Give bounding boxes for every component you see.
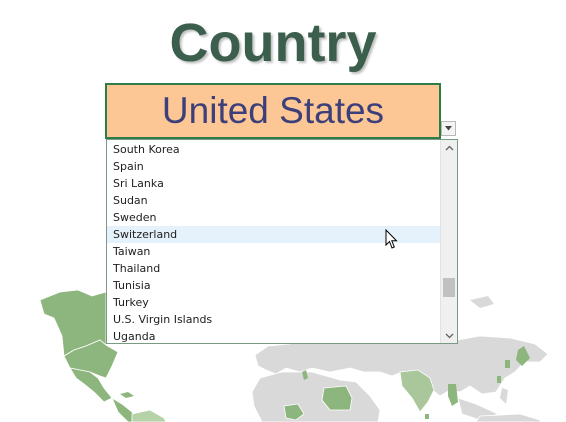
- scroll-down-button[interactable]: [441, 328, 457, 343]
- map-region-central-america: [111, 397, 139, 422]
- chevron-down-icon: [445, 333, 453, 338]
- scrollbar-thumb[interactable]: [443, 278, 455, 298]
- dropdown-option[interactable]: Turkey: [113, 296, 149, 309]
- dropdown-option[interactable]: Taiwan: [113, 245, 151, 258]
- option-list: South Korea Spain Sri Lanka Sudan Sweden Swit…: [107, 141, 441, 343]
- dropdown-option[interactable]: Spain: [113, 160, 144, 173]
- chevron-down-icon: [445, 126, 452, 131]
- map-americas: [39, 289, 167, 422]
- arrow-cursor-icon: [385, 229, 398, 249]
- dropdown-option[interactable]: Sri Lanka: [113, 177, 164, 190]
- map-region-sudan: [321, 385, 353, 411]
- map-region-sri-lanka: [425, 414, 429, 419]
- country-dropdown-list[interactable]: South Korea Spain Sri Lanka Sudan Sweden Swit…: [106, 139, 458, 344]
- country-selector-cell[interactable]: United States: [105, 83, 441, 139]
- map-region-thailand: [448, 384, 458, 406]
- dropdown-option[interactable]: Switzerland: [107, 226, 441, 243]
- map-region-nigeria: [283, 403, 305, 421]
- map-region-japan: [516, 346, 530, 366]
- dropdown-option[interactable]: Thailand: [113, 262, 161, 275]
- map-region-philippines: [500, 388, 508, 404]
- map-region-africa: [251, 371, 381, 422]
- map-region-taiwan: [497, 376, 501, 383]
- dropdown-option[interactable]: South Korea: [113, 143, 180, 156]
- map-region-arctic: [470, 296, 494, 308]
- scroll-up-button[interactable]: [441, 140, 457, 155]
- map-region-south-america: [131, 409, 167, 422]
- page-title: Country: [169, 13, 377, 73]
- map-region-tunisia: [302, 370, 308, 380]
- selected-country: United States: [161, 90, 385, 131]
- scrollbar[interactable]: [440, 140, 457, 343]
- map-region-caribbean: [120, 392, 134, 398]
- dropdown-option[interactable]: U.S. Virgin Islands: [113, 313, 213, 326]
- map-region-south-asia: [399, 369, 435, 413]
- map-region-australia: [475, 413, 541, 422]
- dropdown-option[interactable]: Sudan: [113, 194, 148, 207]
- dropdown-option[interactable]: Sweden: [113, 211, 157, 224]
- chevron-up-icon: [445, 145, 453, 150]
- map-region-korea: [505, 360, 510, 368]
- dropdown-button[interactable]: [441, 121, 456, 136]
- map-eurasia-africa: [251, 296, 549, 422]
- dropdown-option[interactable]: Tunisia: [113, 279, 151, 292]
- dropdown-option[interactable]: Uganda: [113, 330, 156, 343]
